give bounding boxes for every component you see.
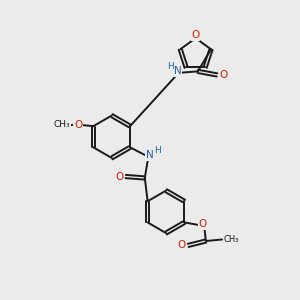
Text: O: O	[178, 240, 186, 250]
Text: O: O	[74, 120, 82, 130]
Text: H: H	[167, 62, 174, 71]
Text: N: N	[174, 66, 182, 76]
Text: O: O	[219, 70, 227, 80]
Text: O: O	[199, 219, 207, 229]
Text: N: N	[146, 150, 153, 160]
Text: O: O	[115, 172, 123, 182]
Text: CH₃: CH₃	[224, 235, 239, 244]
Text: O: O	[191, 30, 200, 40]
Text: CH₃: CH₃	[53, 120, 70, 129]
Text: H: H	[154, 146, 161, 155]
